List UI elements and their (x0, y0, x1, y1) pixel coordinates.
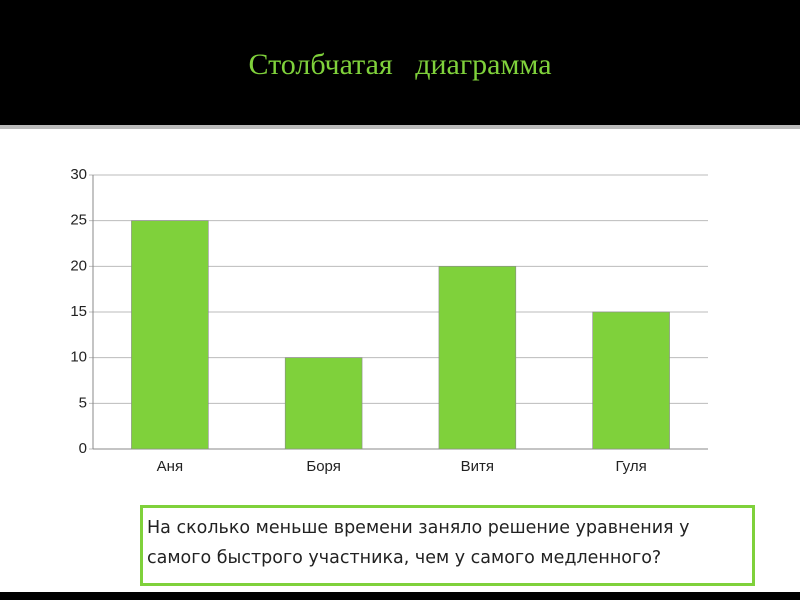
x-tick-label: Аня (157, 458, 183, 475)
y-tick-label: 15 (70, 303, 87, 320)
y-tick-label: 20 (70, 257, 87, 274)
footer (0, 592, 800, 600)
bar (284, 357, 363, 450)
y-tick-label: 10 (70, 349, 87, 366)
x-tick-label: Боря (306, 458, 340, 475)
x-tick-label: Гуля (616, 458, 647, 475)
bar (592, 311, 670, 450)
bar (131, 220, 209, 450)
y-tick-label: 0 (79, 440, 87, 457)
header: Столбчатая диаграмма (0, 0, 800, 129)
question-box: На сколько меньше времени заняло решение… (140, 505, 755, 586)
y-tick-label: 30 (70, 166, 87, 183)
x-tick-label: Витя (461, 458, 494, 475)
y-tick-label: 5 (79, 394, 87, 411)
bar (438, 266, 517, 450)
chart-title: Столбчатая диаграмма (248, 48, 552, 81)
y-tick-label: 25 (70, 212, 87, 229)
